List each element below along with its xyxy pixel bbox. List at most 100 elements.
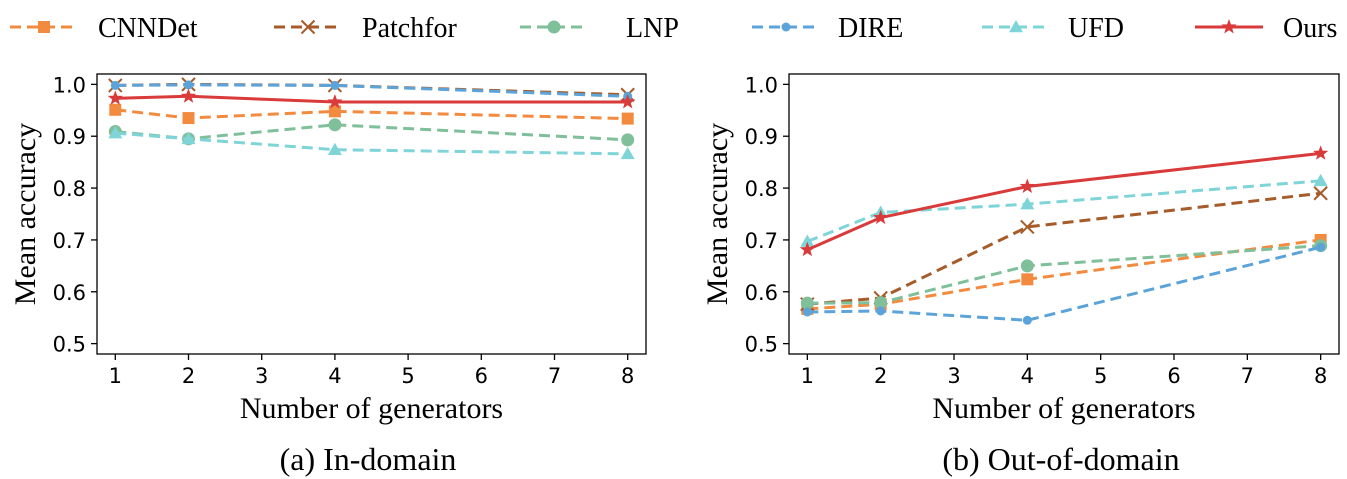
series-line-ours [806,151,1321,252]
series-line-ufd [115,131,628,156]
series-line-cnndet [115,108,628,121]
data-point-ours [1019,178,1035,193]
y-tick-label: 0.8 [745,177,778,201]
y-tick-label: 0.8 [53,177,86,201]
x-tick-label: 7 [1241,364,1254,388]
panel-out-of-domain: 1 2 3 4 5 6 7 8 0.5 0.6 0.7 0.8 0.9 1.0 Number of gene… [701,73,1340,477]
series-ufd [108,126,635,160]
x-tick-label: 5 [401,364,414,388]
data-point-dire [110,80,120,90]
data-point-dire [1316,242,1326,252]
legend-entry-cnndet: CNNDet [10,13,198,44]
data-point-patchfor [1313,186,1328,201]
y-tick-label: 0.5 [53,333,86,357]
series-ufd [800,173,1328,247]
y-tick-label: 0.6 [53,281,86,305]
y-axis-label: Mean accuracy [9,123,42,305]
legend-entry-ours: Ours [1195,13,1337,44]
legend: CNNDet Patchfor LNP DIRE UFD Ours [10,13,1337,44]
x-tick-label: 7 [548,364,561,388]
series-line-dire [115,83,628,98]
data-point-cnndet [109,103,122,116]
x-tick-label: 6 [475,364,488,388]
data-point-cnndet [621,112,634,125]
series-ours [107,88,636,109]
data-point-patchfor [1020,219,1035,235]
x-axis-label: Number of generators [932,392,1195,425]
x-axis-label: Number of generators [240,392,503,425]
data-point-ufd [108,126,123,139]
data-point-ours [327,94,343,109]
series-line-ours [115,94,628,104]
series-ours [799,145,1329,257]
legend-label-patchfor: Patchfor [362,13,458,44]
x-tick-label: 6 [1167,364,1180,388]
data-point-dire [802,307,812,317]
data-point-ours [180,88,197,103]
legend-marker-ufd [1009,20,1023,33]
legend-label-cnndet: CNNDet [98,13,198,44]
series-cnndet [109,103,634,125]
y-tick-label: 0.7 [53,229,86,253]
data-point-ours [873,209,889,225]
legend-entry-lnp: LNP [520,13,679,44]
data-point-ours [1313,145,1329,160]
legend-marker-patchfor [300,19,316,35]
data-point-cnndet [182,112,195,125]
x-tick-label: 1 [109,364,122,388]
data-point-lnp [800,296,814,310]
series-line-lnp [807,244,1321,305]
legend-label-lnp: LNP [626,13,679,44]
data-point-lnp [621,133,635,147]
data-point-dire [1022,315,1032,325]
y-tick-label: 1.0 [53,73,86,97]
x-tick-label: 3 [947,364,960,388]
legend-entry-dire: DIRE [752,13,903,44]
series-dire [802,242,1326,325]
y-axis-label: Mean accuracy [701,123,734,305]
data-point-dire [876,306,886,316]
data-point-ours [107,90,123,105]
data-point-cnndet [328,105,341,118]
x-tick-label: 1 [801,364,814,388]
legend-marker-dire [781,22,791,32]
series-line-cnndet [807,238,1321,311]
series-patchfor [800,186,1328,312]
x-tick-label: 4 [328,364,341,388]
legend-label-ours: Ours [1283,13,1337,44]
data-point-ufd [800,234,815,247]
x-tick-label: 8 [1314,364,1327,388]
y-tick-label: 0.7 [745,229,778,253]
data-point-lnp [1020,259,1034,273]
series-line-patchfor [807,191,1321,306]
panel-caption: (b) Out-of-domain [942,441,1179,477]
legend-marker-cnndet [38,21,50,33]
data-point-dire [184,80,193,90]
legend-label-ufd: UFD [1068,13,1124,44]
data-point-ufd [181,131,196,145]
plot-frame [788,73,1340,355]
x-tick-label: 3 [255,364,268,388]
panel-in-domain: 1 2 3 4 5 6 7 8 0.5 0.6 0.7 0.8 0.9 1.0 Number of gene… [9,73,647,477]
data-point-ufd [1313,173,1328,187]
legend-entry-ufd: UFD [982,13,1124,44]
y-tick-label: 0.5 [745,333,778,357]
plot-frame [96,73,647,355]
data-point-ours [620,94,636,109]
data-point-ours [799,241,815,257]
series-line-dire [807,245,1322,322]
series-dire [110,80,633,101]
x-tick-label: 4 [1021,364,1034,388]
panel-caption: (a) In-domain [280,441,457,477]
data-point-cnndet [1021,273,1034,286]
x-tick-label: 2 [182,364,195,388]
x-tick-label: 2 [874,364,887,388]
x-tick-label: 5 [1094,364,1107,388]
x-tick-label: 8 [621,364,634,388]
data-point-dire [330,80,340,90]
legend-entry-patchfor: Patchfor [274,13,458,44]
y-tick-label: 0.9 [53,125,86,149]
legend-marker-ours [1221,19,1237,34]
legend-label-dire: DIRE [838,13,903,44]
